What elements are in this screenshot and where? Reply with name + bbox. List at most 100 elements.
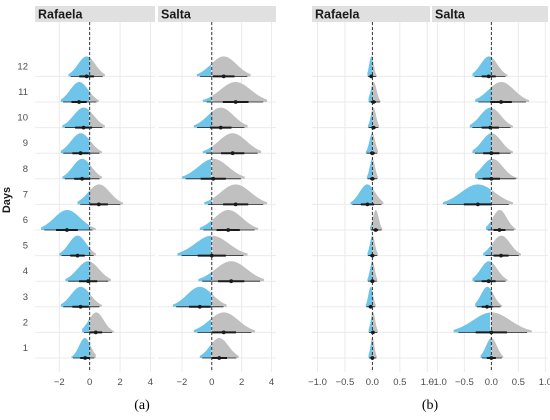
density-positive	[89, 248, 96, 256]
density-negative	[60, 286, 90, 307]
point-estimate	[80, 176, 84, 181]
y-tick-label: 5	[23, 241, 28, 252]
density-negative	[368, 84, 373, 102]
y-tick-label: 1	[23, 343, 28, 354]
point-estimate	[499, 253, 503, 258]
point-estimate	[218, 125, 223, 130]
density-positive	[212, 184, 268, 205]
density-negative	[193, 318, 212, 333]
x-tick-label: −1.0	[428, 377, 447, 388]
density-positive	[89, 57, 105, 77]
density-negative	[469, 107, 492, 128]
point-estimate	[499, 100, 503, 104]
density-negative	[367, 235, 373, 256]
point-estimate	[64, 228, 69, 232]
point-estimate	[370, 253, 375, 258]
x-tick-label: 0.0	[485, 377, 498, 388]
point-estimate	[221, 74, 226, 79]
density-negative	[485, 220, 491, 230]
density-negative	[41, 210, 90, 230]
density-negative	[193, 111, 212, 128]
density-negative	[475, 159, 491, 179]
density-positive	[491, 338, 504, 358]
x-tick-label: −1.0	[308, 377, 327, 388]
density-negative	[366, 158, 373, 179]
x-tick-label: 0.5	[393, 377, 406, 388]
facet-strip-label: Salta	[161, 8, 192, 22]
density-positive	[372, 82, 381, 102]
density-negative	[68, 56, 90, 77]
density-positive	[491, 57, 508, 77]
y-axis-title: Days	[1, 187, 13, 213]
point-estimate	[209, 253, 214, 258]
point-estimate	[233, 202, 238, 207]
y-tick-label: 12	[17, 61, 28, 72]
density-negative	[71, 338, 90, 358]
density-positive	[89, 261, 111, 282]
point-estimate	[83, 356, 88, 360]
density-negative	[82, 318, 90, 333]
density-positive	[212, 261, 265, 282]
point-estimate	[230, 151, 235, 156]
density-negative	[475, 286, 492, 307]
facet-strip-label: Rafaela	[38, 8, 84, 22]
density-negative	[472, 261, 492, 282]
point-estimate	[211, 176, 216, 181]
facet-strip-label: Rafaela	[315, 8, 361, 22]
y-tick-label: 6	[23, 215, 28, 226]
density-positive	[90, 140, 102, 154]
density-positive	[89, 184, 124, 205]
density-positive	[212, 312, 256, 333]
density-positive	[372, 261, 378, 282]
y-tick-label: 3	[23, 292, 28, 303]
density-negative	[368, 313, 373, 333]
density-negative	[480, 338, 492, 358]
point-estimate	[373, 228, 378, 232]
density-positive	[89, 111, 105, 128]
facet-strip	[35, 6, 155, 22]
density-negative	[475, 87, 492, 102]
point-estimate	[226, 228, 231, 232]
density-positive	[491, 107, 513, 128]
facet-strip-label: Salta	[435, 8, 466, 22]
density-positive	[212, 210, 259, 230]
density-positive	[372, 107, 379, 128]
point-estimate	[78, 304, 83, 309]
x-tick-label: 2	[117, 377, 122, 388]
x-tick-label: −0.5	[455, 377, 474, 388]
y-tick-label: 9	[23, 138, 28, 149]
density-positive	[491, 312, 532, 333]
y-tick-label: 11	[18, 87, 28, 98]
density-negative	[350, 184, 373, 205]
x-tick-label: 2	[239, 377, 244, 388]
x-tick-label: 4	[269, 377, 274, 388]
point-estimate	[368, 304, 373, 309]
point-estimate	[75, 253, 80, 258]
density-negative	[365, 286, 373, 307]
density-positive	[372, 133, 378, 154]
point-estimate	[229, 279, 234, 284]
point-estimate	[221, 330, 226, 335]
x-tick-label: 4	[148, 377, 153, 388]
x-tick-label: −2	[176, 377, 187, 388]
x-tick-label: 0	[87, 377, 92, 388]
x-tick-label: 1.0	[421, 377, 434, 388]
density-positive	[212, 235, 248, 256]
facet-strip	[432, 6, 548, 22]
density-negative	[365, 133, 373, 154]
density-positive	[491, 133, 513, 154]
density-positive	[372, 188, 384, 205]
facet-strip	[158, 6, 276, 22]
y-tick-label: 4	[23, 266, 28, 277]
point-estimate	[86, 279, 91, 284]
density-positive	[90, 312, 114, 333]
y-tick-label: 10	[17, 113, 28, 124]
density-negative	[367, 109, 373, 128]
point-estimate	[217, 356, 222, 360]
density-positive	[372, 158, 378, 179]
density-negative	[368, 338, 373, 358]
y-tick-label: 2	[23, 317, 28, 328]
point-estimate	[96, 202, 101, 207]
density-negative	[472, 133, 492, 154]
